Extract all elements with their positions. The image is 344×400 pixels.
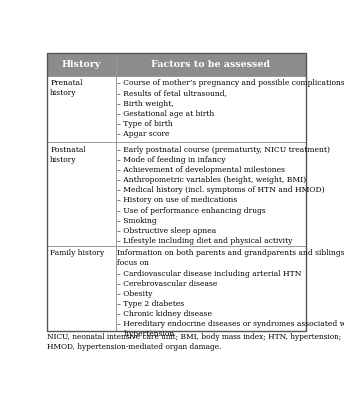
Text: – Course of mother’s pregnancy and possible complications
– Results of fetal ult: – Course of mother’s pregnancy and possi… — [117, 79, 344, 138]
Bar — [116, 53, 305, 76]
Bar — [47, 76, 116, 142]
Text: Family history: Family history — [50, 249, 105, 257]
Bar — [47, 142, 116, 246]
Bar — [47, 53, 116, 76]
Bar — [47, 246, 116, 330]
Text: Postnatal
history: Postnatal history — [50, 146, 86, 164]
Text: – Early postnatal course (prematurity, NICU treatment)
– Mode of feeding in infa: – Early postnatal course (prematurity, N… — [117, 146, 331, 245]
Text: NICU, neonatal intensive care unit; BMI, body mass index; HTN, hypertension;
HMO: NICU, neonatal intensive care unit; BMI,… — [47, 333, 341, 351]
Bar — [116, 76, 305, 142]
Text: Information on both parents and grandparents and siblings with
focus on
– Cardio: Information on both parents and grandpar… — [117, 249, 344, 338]
Text: Factors to be assessed: Factors to be assessed — [151, 60, 270, 69]
Text: Prenatal
history: Prenatal history — [50, 79, 83, 98]
Text: History: History — [62, 60, 101, 69]
Bar — [116, 246, 305, 330]
Bar — [116, 142, 305, 246]
